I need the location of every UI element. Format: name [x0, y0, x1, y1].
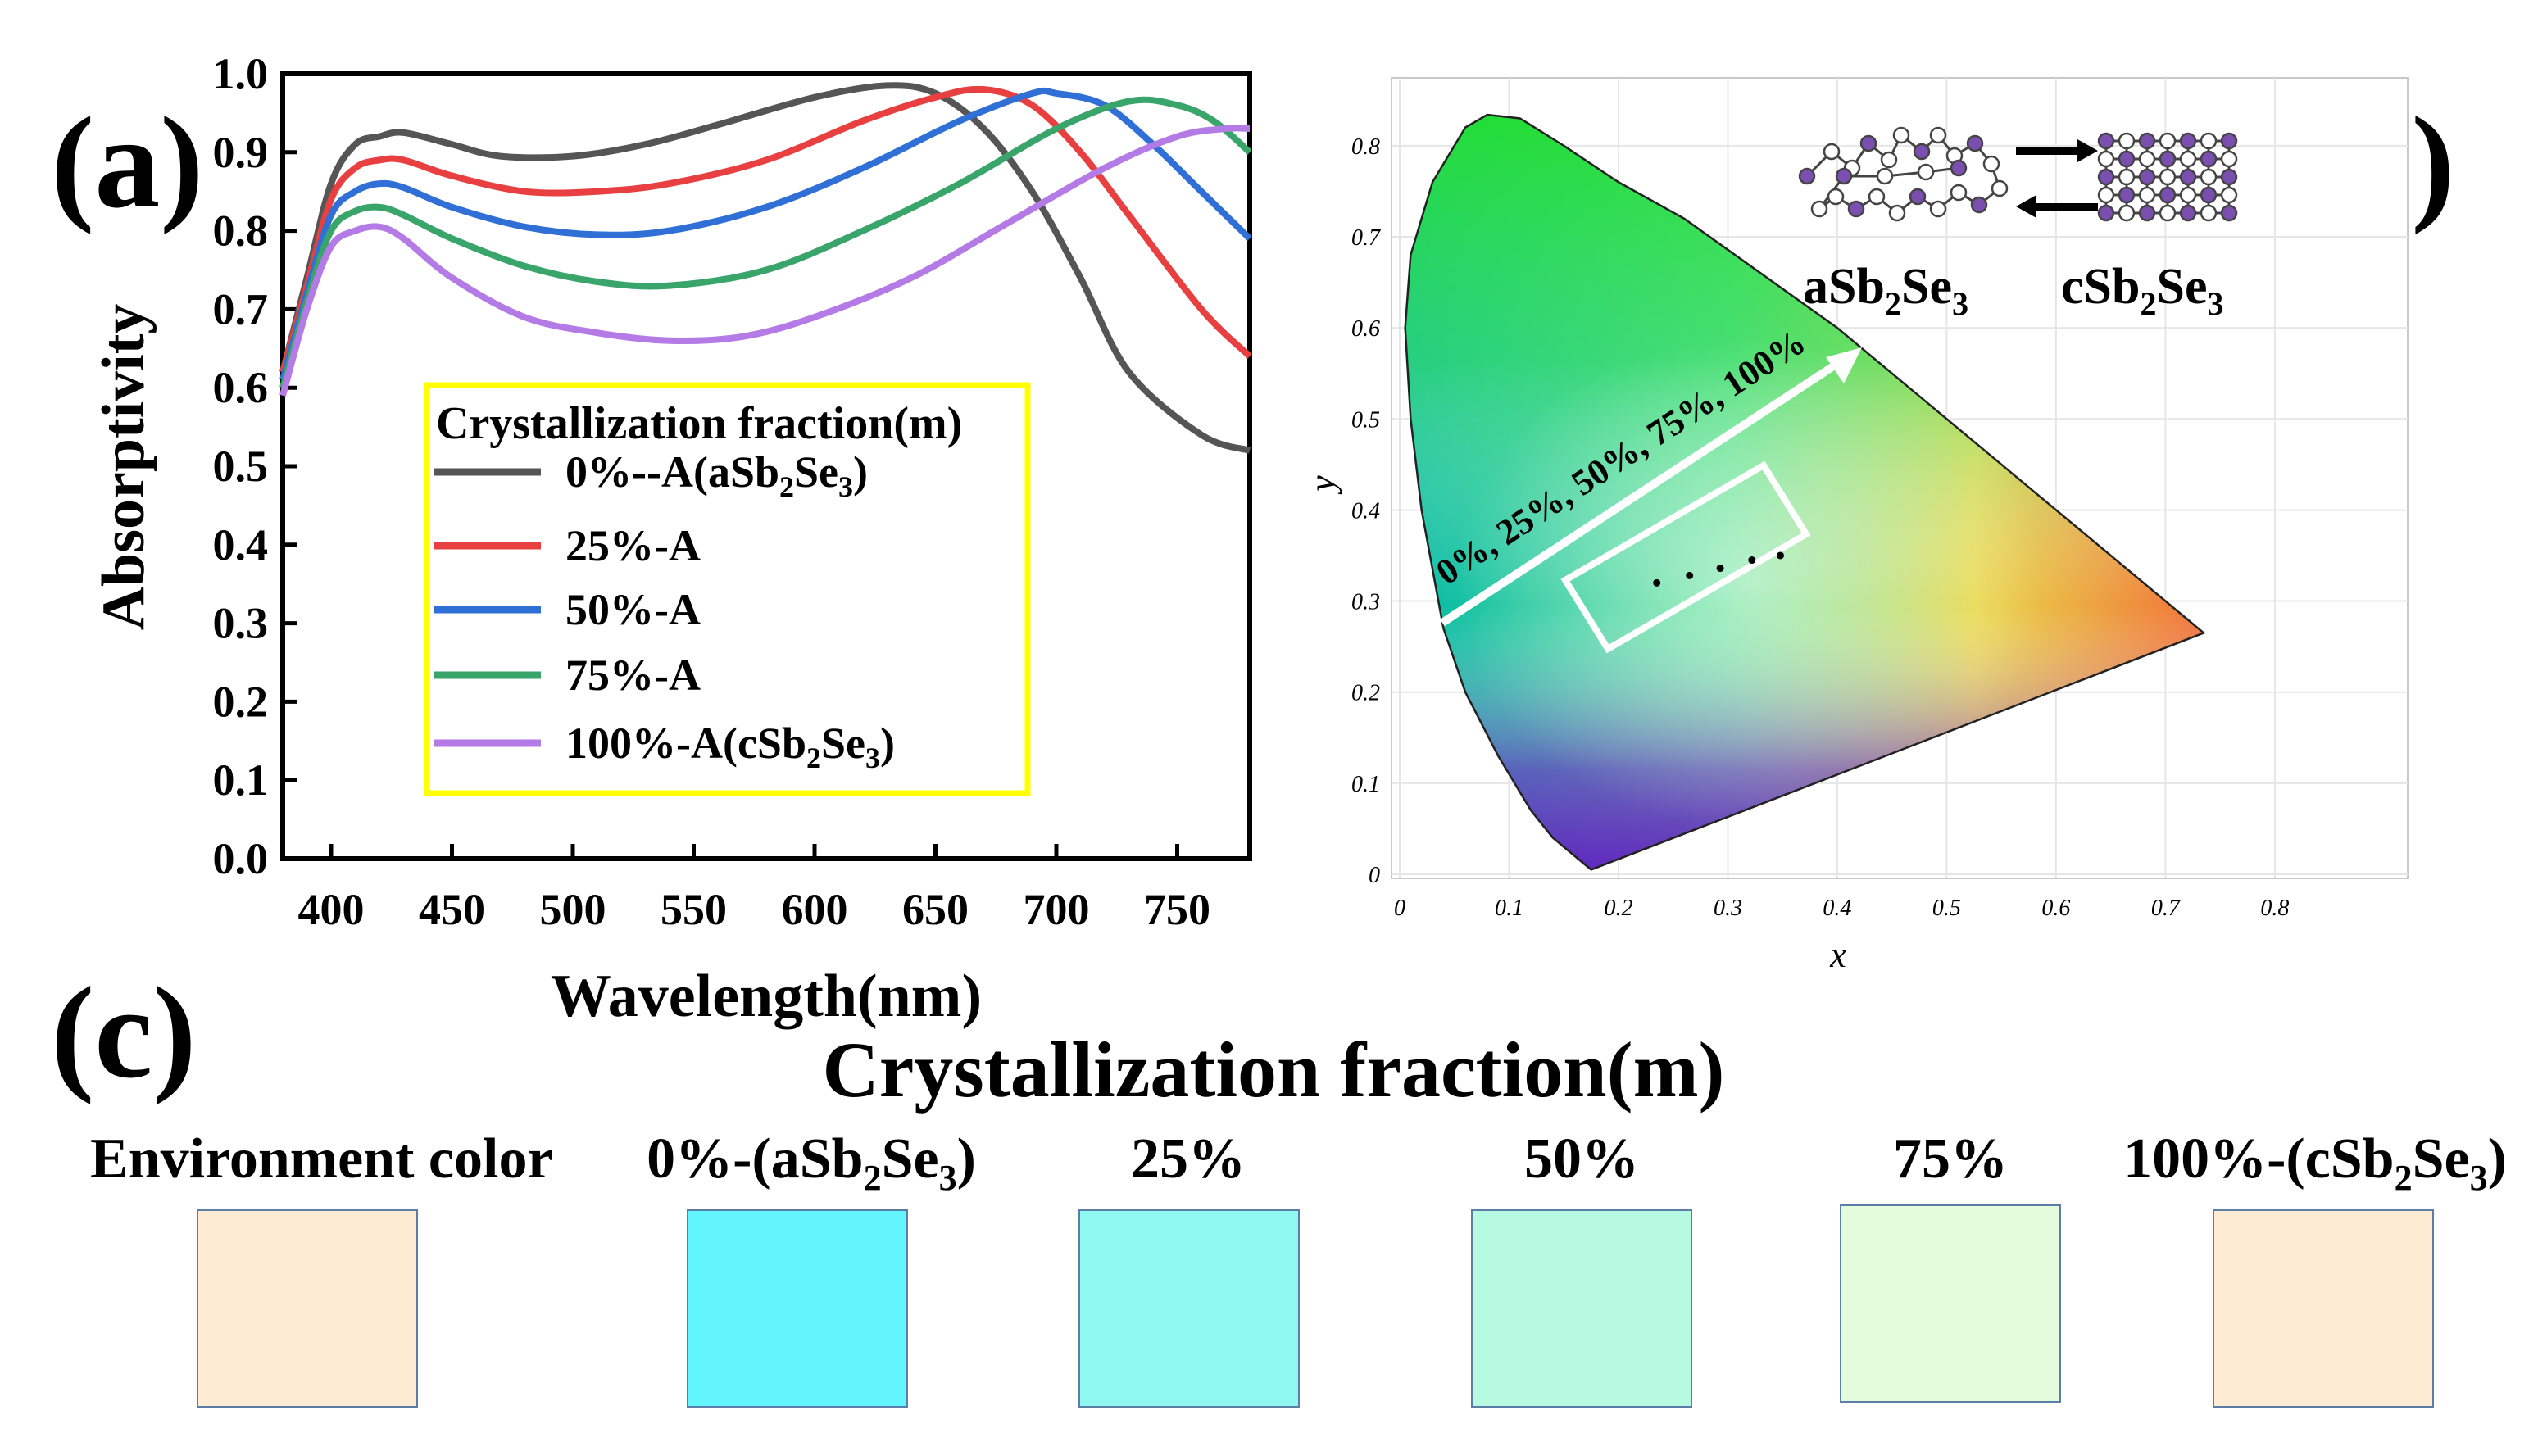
cie-y-tick-label: 0 — [1369, 863, 1380, 888]
spectral-locus — [1404, 113, 2206, 871]
cie-y-tick-label: 0.8 — [1351, 134, 1380, 160]
x-tick-label: 550 — [661, 885, 727, 934]
points-highlight-box — [1560, 460, 1811, 654]
series-line-3 — [279, 96, 1252, 389]
swatch-environment — [197, 1209, 418, 1408]
x-tick-label: 400 — [298, 885, 365, 934]
cie-x-tick-label: 0.1 — [1495, 896, 1523, 921]
cie-y-tick-label: 0.6 — [1351, 316, 1380, 342]
chromaticity-point-2 — [1716, 565, 1724, 573]
cie-y-tick-label: 0.1 — [1351, 772, 1380, 797]
y-tick-label: 0.3 — [213, 599, 269, 648]
swatch-25 — [1078, 1209, 1300, 1408]
chromaticity-point-0 — [1653, 578, 1661, 587]
y-tick-label: 0.6 — [213, 363, 269, 412]
panel-label-a: (a) — [51, 89, 204, 235]
cie-x-tick-label: 0.2 — [1604, 896, 1632, 921]
y-tick-label: 0.1 — [213, 755, 269, 805]
cie-y-label: y — [1302, 475, 1342, 495]
y-tick-label: 0.2 — [213, 677, 269, 726]
exchange-arrows-icon — [2016, 139, 2098, 218]
y-tick-label: 0.5 — [213, 442, 269, 491]
y-tick-label: 1.0 — [213, 49, 269, 98]
swatch-label-25: 25% — [1131, 1127, 1246, 1191]
cie-y-tick-label: 0.5 — [1351, 407, 1380, 433]
y-tick-label: 0.4 — [213, 520, 269, 569]
y-tick-label: 0.0 — [213, 834, 269, 883]
cie-y-tick-label: 0.7 — [1351, 225, 1381, 251]
x-tick-label: 500 — [540, 885, 606, 934]
swatch-100 — [2213, 1209, 2434, 1408]
panel-c-title: Crystallization fraction(m) — [822, 1026, 1725, 1114]
cie-x-tick-label: 0 — [1394, 896, 1405, 921]
y-tick-label: 0.8 — [213, 206, 269, 256]
chromaticity-point-3 — [1748, 556, 1756, 565]
swatch-50 — [1471, 1209, 1692, 1408]
swatch-0 — [687, 1209, 908, 1408]
y-tick-label: 0.9 — [213, 128, 269, 177]
cie-x-tick-label: 0.7 — [2151, 896, 2181, 921]
panel-label-c: (c) — [51, 959, 197, 1105]
chromaticity-point-1 — [1686, 571, 1694, 579]
cie-x-tick-label: 0.6 — [2041, 896, 2070, 921]
x-tick-label: 700 — [1024, 885, 1090, 934]
swatch-label-100: 100%-(cSb2Se3) — [2123, 1127, 2507, 1198]
absorptivity-chart: 400 450 500 550 600 650 700 750 0.0 0.1 0.2 0.3 0.4 0… — [90, 49, 1252, 1030]
cie-x-tick-label: 0.8 — [2260, 896, 2289, 921]
x-axis-label: Wavelength(nm) — [551, 963, 982, 1030]
swatch-label-environment: Environment color — [90, 1127, 553, 1191]
cie-x-label: x — [1829, 935, 1846, 975]
crystallization-arrow — [1440, 347, 1862, 627]
swatch-label-50: 50% — [1524, 1127, 1639, 1191]
amorphous-structure-icon — [1798, 126, 2009, 222]
legend-label-2: 50%-A — [565, 585, 701, 634]
legend-label-1: 25%-A — [565, 521, 701, 570]
series-line-4 — [279, 125, 1251, 397]
legend-label-4: 100%-A(cSb2Se3) — [565, 719, 895, 774]
chromaticity-point-4 — [1777, 551, 1785, 560]
x-tick-label: 750 — [1144, 885, 1210, 934]
cie-y-tick-label: 0.4 — [1351, 498, 1380, 524]
amorphous-label: aSb2Se3 — [1803, 259, 1968, 322]
legend-label-3: 75%-A — [565, 651, 701, 700]
crystalline-structure-icon — [2097, 132, 2238, 222]
crystalline-label: cSb2Se3 — [2061, 259, 2223, 322]
cie-y-tick-label: 0.3 — [1351, 590, 1380, 615]
legend-box — [424, 382, 1031, 796]
legend-label-0: 0%--A(aSb2Se3) — [565, 447, 868, 503]
legend-title: Crystallization fraction(m) — [436, 398, 962, 449]
cie-y-tick-label: 0.2 — [1351, 681, 1380, 706]
x-tick-label: 600 — [782, 885, 848, 934]
cie-x-tick-label: 0.4 — [1823, 896, 1851, 921]
swatch-75 — [1840, 1204, 2061, 1403]
series-line-1 — [279, 85, 1252, 374]
cie-chromaticity-chart: 0 0.1 0.2 0.3 0.4 0.5 0.6 0.7 0.8 0 0.1 0.2 0.3 0.4 0.… — [1302, 77, 2409, 975]
cie-x-tick-label: 0.5 — [1932, 896, 1961, 921]
swatch-label-0: 0%-(aSb2Se3) — [647, 1127, 976, 1198]
cie-x-tick-label: 0.3 — [1714, 896, 1742, 921]
x-tick-label: 450 — [419, 885, 485, 934]
x-tick-label: 650 — [902, 885, 969, 934]
swatch-label-75: 75% — [1893, 1127, 2008, 1191]
y-tick-label: 0.7 — [213, 284, 269, 333]
series-line-0 — [279, 82, 1251, 454]
y-axis-label: Absorptivity — [90, 304, 157, 631]
